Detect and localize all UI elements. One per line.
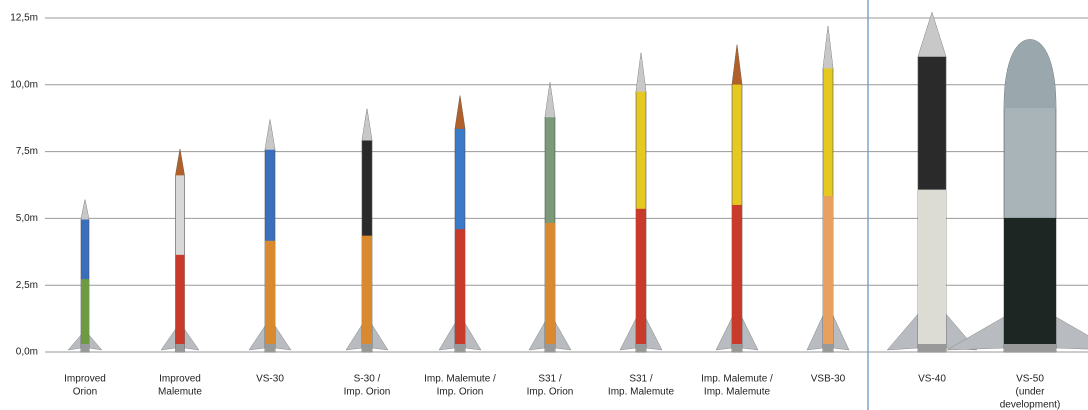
x-tick-label: Imp. Orion xyxy=(527,387,574,398)
nozzle xyxy=(176,344,185,352)
x-tick-label: Imp. Orion xyxy=(344,387,391,398)
x-tick-label: Malemute xyxy=(158,387,202,398)
nozzle xyxy=(918,344,946,352)
nozzle xyxy=(1004,344,1056,352)
x-tick-label: Imp. Malemute / xyxy=(424,374,496,385)
nose-cone xyxy=(918,13,946,57)
y-tick-label: 10,0m xyxy=(10,79,38,90)
nozzle xyxy=(455,344,465,352)
nozzle xyxy=(265,344,275,352)
x-tick-label: Imp. Orion xyxy=(437,387,484,398)
y-tick-label: 12,5m xyxy=(10,13,38,24)
lower-stage xyxy=(176,255,185,344)
x-tick-label: Imp. Malemute xyxy=(608,387,675,398)
lower-stage xyxy=(1004,218,1056,344)
nozzle xyxy=(545,344,555,352)
x-tick-label: Imp. Malemute / xyxy=(701,374,773,385)
x-tick-label: Imp. Malemute xyxy=(704,387,771,398)
nose-cone xyxy=(265,120,275,150)
nose-cone xyxy=(636,53,646,92)
nozzle xyxy=(362,344,372,352)
chart: 0,0m 2,5m 5,0m 7,5m 10,0m 12,5m Improved Orion I… xyxy=(0,0,1088,410)
nose-cone xyxy=(176,149,185,175)
x-tick-label: Improved xyxy=(64,374,106,385)
nose-cone xyxy=(455,95,465,128)
lower-stage xyxy=(636,209,646,344)
x-tick-label: VS-40 xyxy=(918,374,946,385)
nose-cone xyxy=(732,45,742,85)
nozzle xyxy=(732,344,742,352)
y-tick-label: 2,5m xyxy=(16,280,38,291)
x-tick-label: VS-50 xyxy=(1016,374,1044,385)
y-tick-label: 0,0m xyxy=(16,347,38,358)
x-tick-label: VSB-30 xyxy=(811,374,846,385)
nose-cone xyxy=(81,200,89,220)
x-tick-label: VS-30 xyxy=(256,374,284,385)
nose-cone xyxy=(362,109,372,141)
x-tick-label: S31 / xyxy=(629,374,653,385)
y-tick-label: 5,0m xyxy=(16,213,38,224)
lower-stage xyxy=(81,279,89,344)
nozzle xyxy=(81,344,89,352)
lower-stage xyxy=(918,190,946,344)
lower-stage xyxy=(362,236,372,344)
lower-stage xyxy=(455,229,465,344)
x-tick-label: S31 / xyxy=(538,374,562,385)
nose-cone xyxy=(1004,39,1056,108)
x-tick-label: Improved xyxy=(159,374,201,385)
nozzle xyxy=(823,344,833,352)
x-tick-label: S-30 / xyxy=(354,374,381,385)
nose-cone xyxy=(545,82,555,117)
y-tick-label: 7,5m xyxy=(16,146,38,157)
nozzle xyxy=(636,344,646,352)
nose-cone xyxy=(823,26,833,68)
x-tick-label: (under xyxy=(1016,387,1046,398)
lower-stage xyxy=(823,196,833,344)
lower-stage xyxy=(265,241,275,344)
lower-stage xyxy=(545,223,555,344)
x-tick-label: development) xyxy=(1000,400,1061,410)
lower-stage xyxy=(732,205,742,344)
x-tick-label: Orion xyxy=(73,387,97,398)
